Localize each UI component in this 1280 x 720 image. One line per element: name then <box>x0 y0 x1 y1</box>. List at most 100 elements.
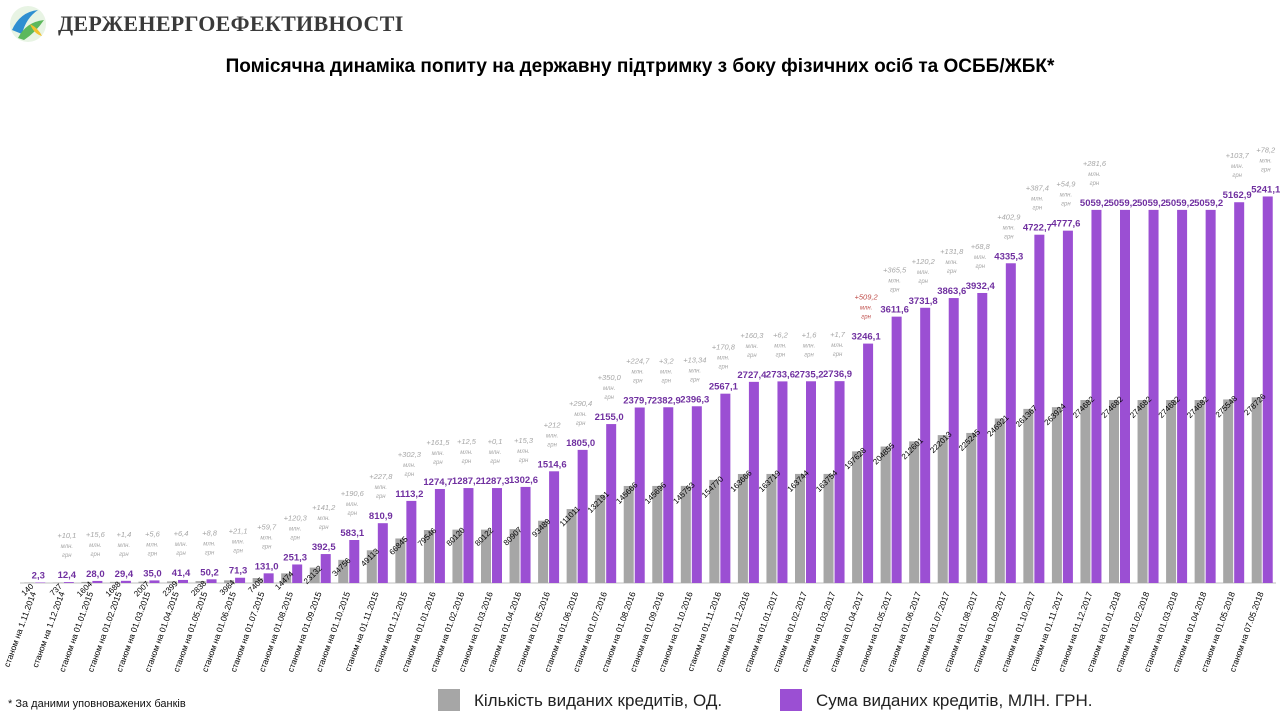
bar-count <box>224 580 235 583</box>
increment-label: +120,2 <box>912 257 936 266</box>
increment-label: +120,3 <box>284 513 308 522</box>
data-label-sum: 1287,2 <box>452 476 481 487</box>
increment-label: +21,1 <box>229 527 248 536</box>
bar-sum <box>748 381 759 583</box>
increment-unit-label: грн <box>376 494 386 500</box>
increment-unit-label: млн. <box>460 450 472 456</box>
bar-count <box>1223 399 1234 583</box>
bar-count <box>81 581 92 583</box>
increment-label: +12,5 <box>457 437 477 446</box>
bar-count <box>338 559 349 583</box>
bar-count <box>195 581 206 583</box>
bar-sum <box>492 488 502 583</box>
bar-count <box>167 581 177 583</box>
bar-count <box>109 581 120 583</box>
increment-unit-label: грн <box>719 365 729 371</box>
increment-label: +78,2 <box>1256 145 1276 154</box>
increment-unit-label: млн. <box>888 279 900 285</box>
bar-count <box>395 538 406 583</box>
increment-label: +224,7 <box>626 356 650 365</box>
data-label-sum: 5059,2 <box>1194 198 1223 209</box>
data-label-sum: 251,3 <box>283 552 307 563</box>
data-label-sum: 41,4 <box>172 568 191 579</box>
data-label-sum: 35,0 <box>143 568 162 579</box>
increment-unit-label: млн. <box>346 502 358 508</box>
increment-unit-label: грн <box>547 442 557 448</box>
data-label-sum: 1805,0 <box>566 438 595 449</box>
bar-sum <box>1262 196 1273 583</box>
increment-unit-label: грн <box>633 378 643 384</box>
bar-count <box>1109 400 1119 583</box>
bar-count <box>566 509 577 583</box>
bar-count <box>766 473 777 583</box>
bar-count <box>795 473 805 583</box>
increment-unit-label: грн <box>918 279 928 285</box>
bar-count <box>737 473 748 583</box>
bar-count <box>138 581 149 583</box>
bar-count <box>24 582 35 583</box>
bar-count <box>1251 397 1262 583</box>
data-label-sum: 2155,0 <box>595 412 624 423</box>
bar-count <box>1194 400 1205 583</box>
increment-unit-label: млн. <box>517 449 529 455</box>
increment-unit-label: млн. <box>574 412 586 418</box>
increment-label: +5,6 <box>145 529 161 538</box>
data-label-sum: 5059,2 <box>1137 198 1166 209</box>
legend-label-count: Кількість виданих кредитів, ОД. <box>474 691 723 710</box>
bar-count <box>1051 407 1062 583</box>
increment-unit-label: млн. <box>232 540 244 546</box>
bar-sum <box>663 407 674 583</box>
increment-unit-label: млн. <box>631 369 643 375</box>
bar-sum <box>891 316 902 583</box>
increment-label: +103,7 <box>1226 151 1250 160</box>
bar-sum <box>920 307 931 583</box>
bar-sum <box>1034 234 1045 584</box>
bar-sum <box>948 298 959 583</box>
increment-unit-label: грн <box>604 395 614 401</box>
bar-sum <box>1091 209 1102 583</box>
increment-unit-label: грн <box>1261 167 1271 173</box>
increment-unit-label: млн. <box>774 343 786 349</box>
bar-count <box>1166 400 1177 583</box>
bar-sum <box>1148 209 1159 583</box>
bar-count <box>709 479 720 583</box>
increment-label: +8,8 <box>202 528 218 537</box>
increment-unit-label: грн <box>519 458 529 464</box>
increment-label: +1,7 <box>830 330 846 339</box>
increment-label: +190,6 <box>341 489 365 498</box>
data-label-sum: 4335,3 <box>994 251 1023 262</box>
increment-unit-label: млн. <box>432 451 444 457</box>
increment-unit-label: млн. <box>61 544 73 550</box>
bar-sum <box>349 539 360 583</box>
increment-unit-label: млн. <box>203 541 215 547</box>
brand-name: ДЕРЖЕНЕРГОЕФЕКТИВНОСТІ <box>58 11 404 36</box>
increment-label: +290,4 <box>569 399 592 408</box>
bar-sum <box>463 488 474 583</box>
increment-unit-label: млн. <box>403 463 415 469</box>
increment-unit-label: млн. <box>974 255 986 261</box>
increment-unit-label: млн. <box>175 542 187 548</box>
increment-unit-label: грн <box>405 472 415 478</box>
increment-unit-label: млн. <box>1060 193 1072 199</box>
increment-label: +15,6 <box>86 530 106 539</box>
bar-count <box>509 529 520 583</box>
increment-unit-label: грн <box>776 352 786 358</box>
increment-label: +350,0 <box>598 373 622 382</box>
increment-unit-label: грн <box>205 550 215 556</box>
increment-label: +212 <box>544 420 562 429</box>
data-label-sum: 12,4 <box>58 570 77 581</box>
data-label-sum: 2735,2 <box>794 369 823 380</box>
increment-label: +1,4 <box>117 530 132 539</box>
increment-label: +387,4 <box>1026 184 1049 193</box>
increment-unit-label: грн <box>1061 202 1071 208</box>
increment-unit-label: грн <box>462 459 472 465</box>
bar-sum <box>863 343 874 583</box>
increment-unit-label: млн. <box>317 516 329 522</box>
increment-unit-label: млн. <box>689 368 701 374</box>
data-label-sum: 2382,9 <box>652 395 681 406</box>
bar-sum <box>834 381 845 583</box>
increment-label: +68,8 <box>971 242 991 251</box>
bar-sum <box>320 554 331 583</box>
bar-sum <box>977 292 988 583</box>
bar-sum <box>120 580 131 583</box>
